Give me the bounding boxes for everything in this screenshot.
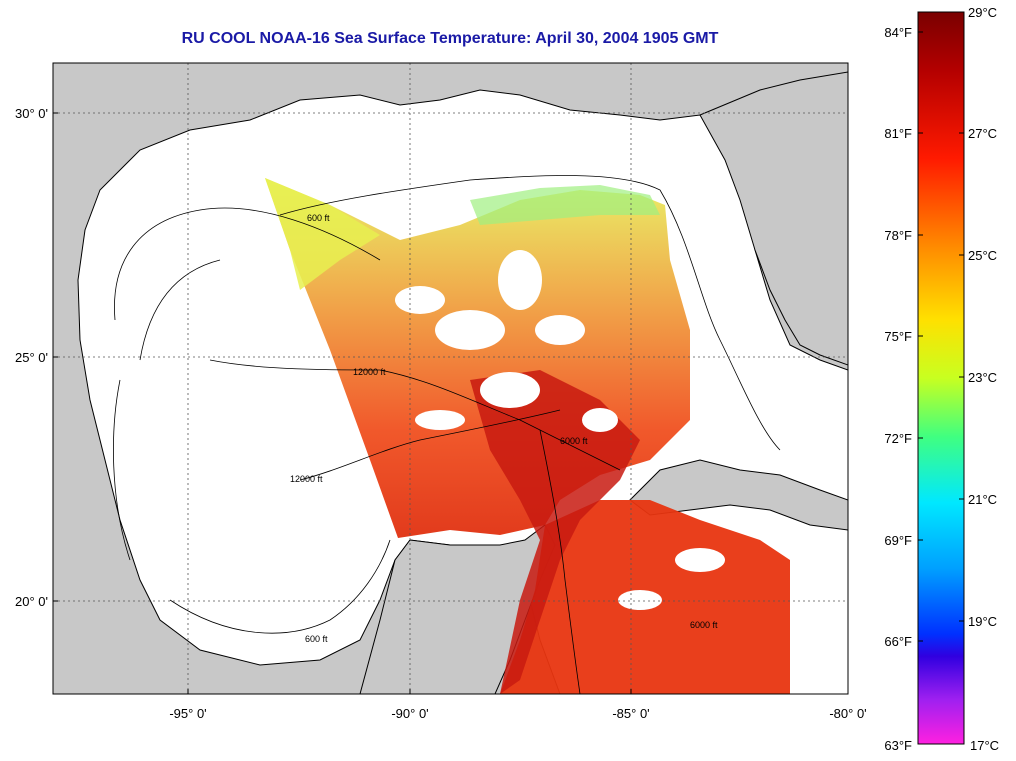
lon-tick-label: -95° 0' — [169, 706, 206, 721]
lat-tick-label: 25° 0' — [15, 350, 48, 365]
map-frame — [52, 62, 849, 695]
bathymetry-contours — [113, 175, 781, 694]
colorbar-c-label: 29°C — [968, 5, 997, 20]
colorbar-f-label: 78°F — [884, 228, 912, 243]
colorbar-c-label: 27°C — [968, 126, 997, 141]
contour-label: 600 ft — [307, 213, 330, 223]
lon-tick-label: -90° 0' — [391, 706, 428, 721]
contour-label: 6000 ft — [690, 620, 718, 630]
colorbar-scale — [917, 11, 965, 745]
colorbar: 84°F 81°F 78°F 75°F 72°F 69°F 66°F 63°F … — [884, 5, 999, 753]
colorbar-f-label: 75°F — [884, 329, 912, 344]
sst-cool-north — [265, 178, 380, 290]
sst-warm-core — [470, 370, 640, 694]
colorbar-f-label: 66°F — [884, 634, 912, 649]
colorbar-c-label: 23°C — [968, 370, 997, 385]
lon-tick-label: -80° 0' — [829, 706, 866, 721]
cloud-gaps — [395, 250, 725, 610]
contour-label: 12000 ft — [290, 474, 323, 484]
colorbar-c-label: 25°C — [968, 248, 997, 263]
contour-label: 6000 ft — [560, 436, 588, 446]
florida-land — [699, 71, 848, 366]
axis-ticks — [53, 112, 849, 694]
map-panel: 600 ft 12000 ft 6000 ft 12000 ft 600 ft … — [53, 63, 848, 694]
colorbar-f-label: 81°F — [884, 126, 912, 141]
contour-labels: 600 ft 12000 ft 6000 ft 12000 ft 600 ft … — [290, 213, 718, 644]
sst-cool-shelf — [470, 185, 660, 225]
cuba-land — [629, 459, 848, 531]
lat-tick-label: 20° 0' — [15, 594, 48, 609]
graticule — [53, 63, 848, 694]
map-title: RU COOL NOAA-16 Sea Surface Temperature:… — [181, 30, 719, 47]
colorbar-f-label: 69°F — [884, 533, 912, 548]
colorbar-f-label: 84°F — [884, 25, 912, 40]
colorbar-c-label: 19°C — [968, 614, 997, 629]
contour-label: 12000 ft — [353, 367, 386, 377]
colorbar-f-label: 72°F — [884, 431, 912, 446]
colorbar-c-label: 21°C — [968, 492, 997, 507]
lon-tick-label: -85° 0' — [612, 706, 649, 721]
colorbar-f-label: 63°F — [884, 738, 912, 753]
colorbar-c-label: 17°C — [970, 738, 999, 753]
contour-label: 600 ft — [305, 634, 328, 644]
lat-tick-label: 30° 0' — [15, 106, 48, 121]
